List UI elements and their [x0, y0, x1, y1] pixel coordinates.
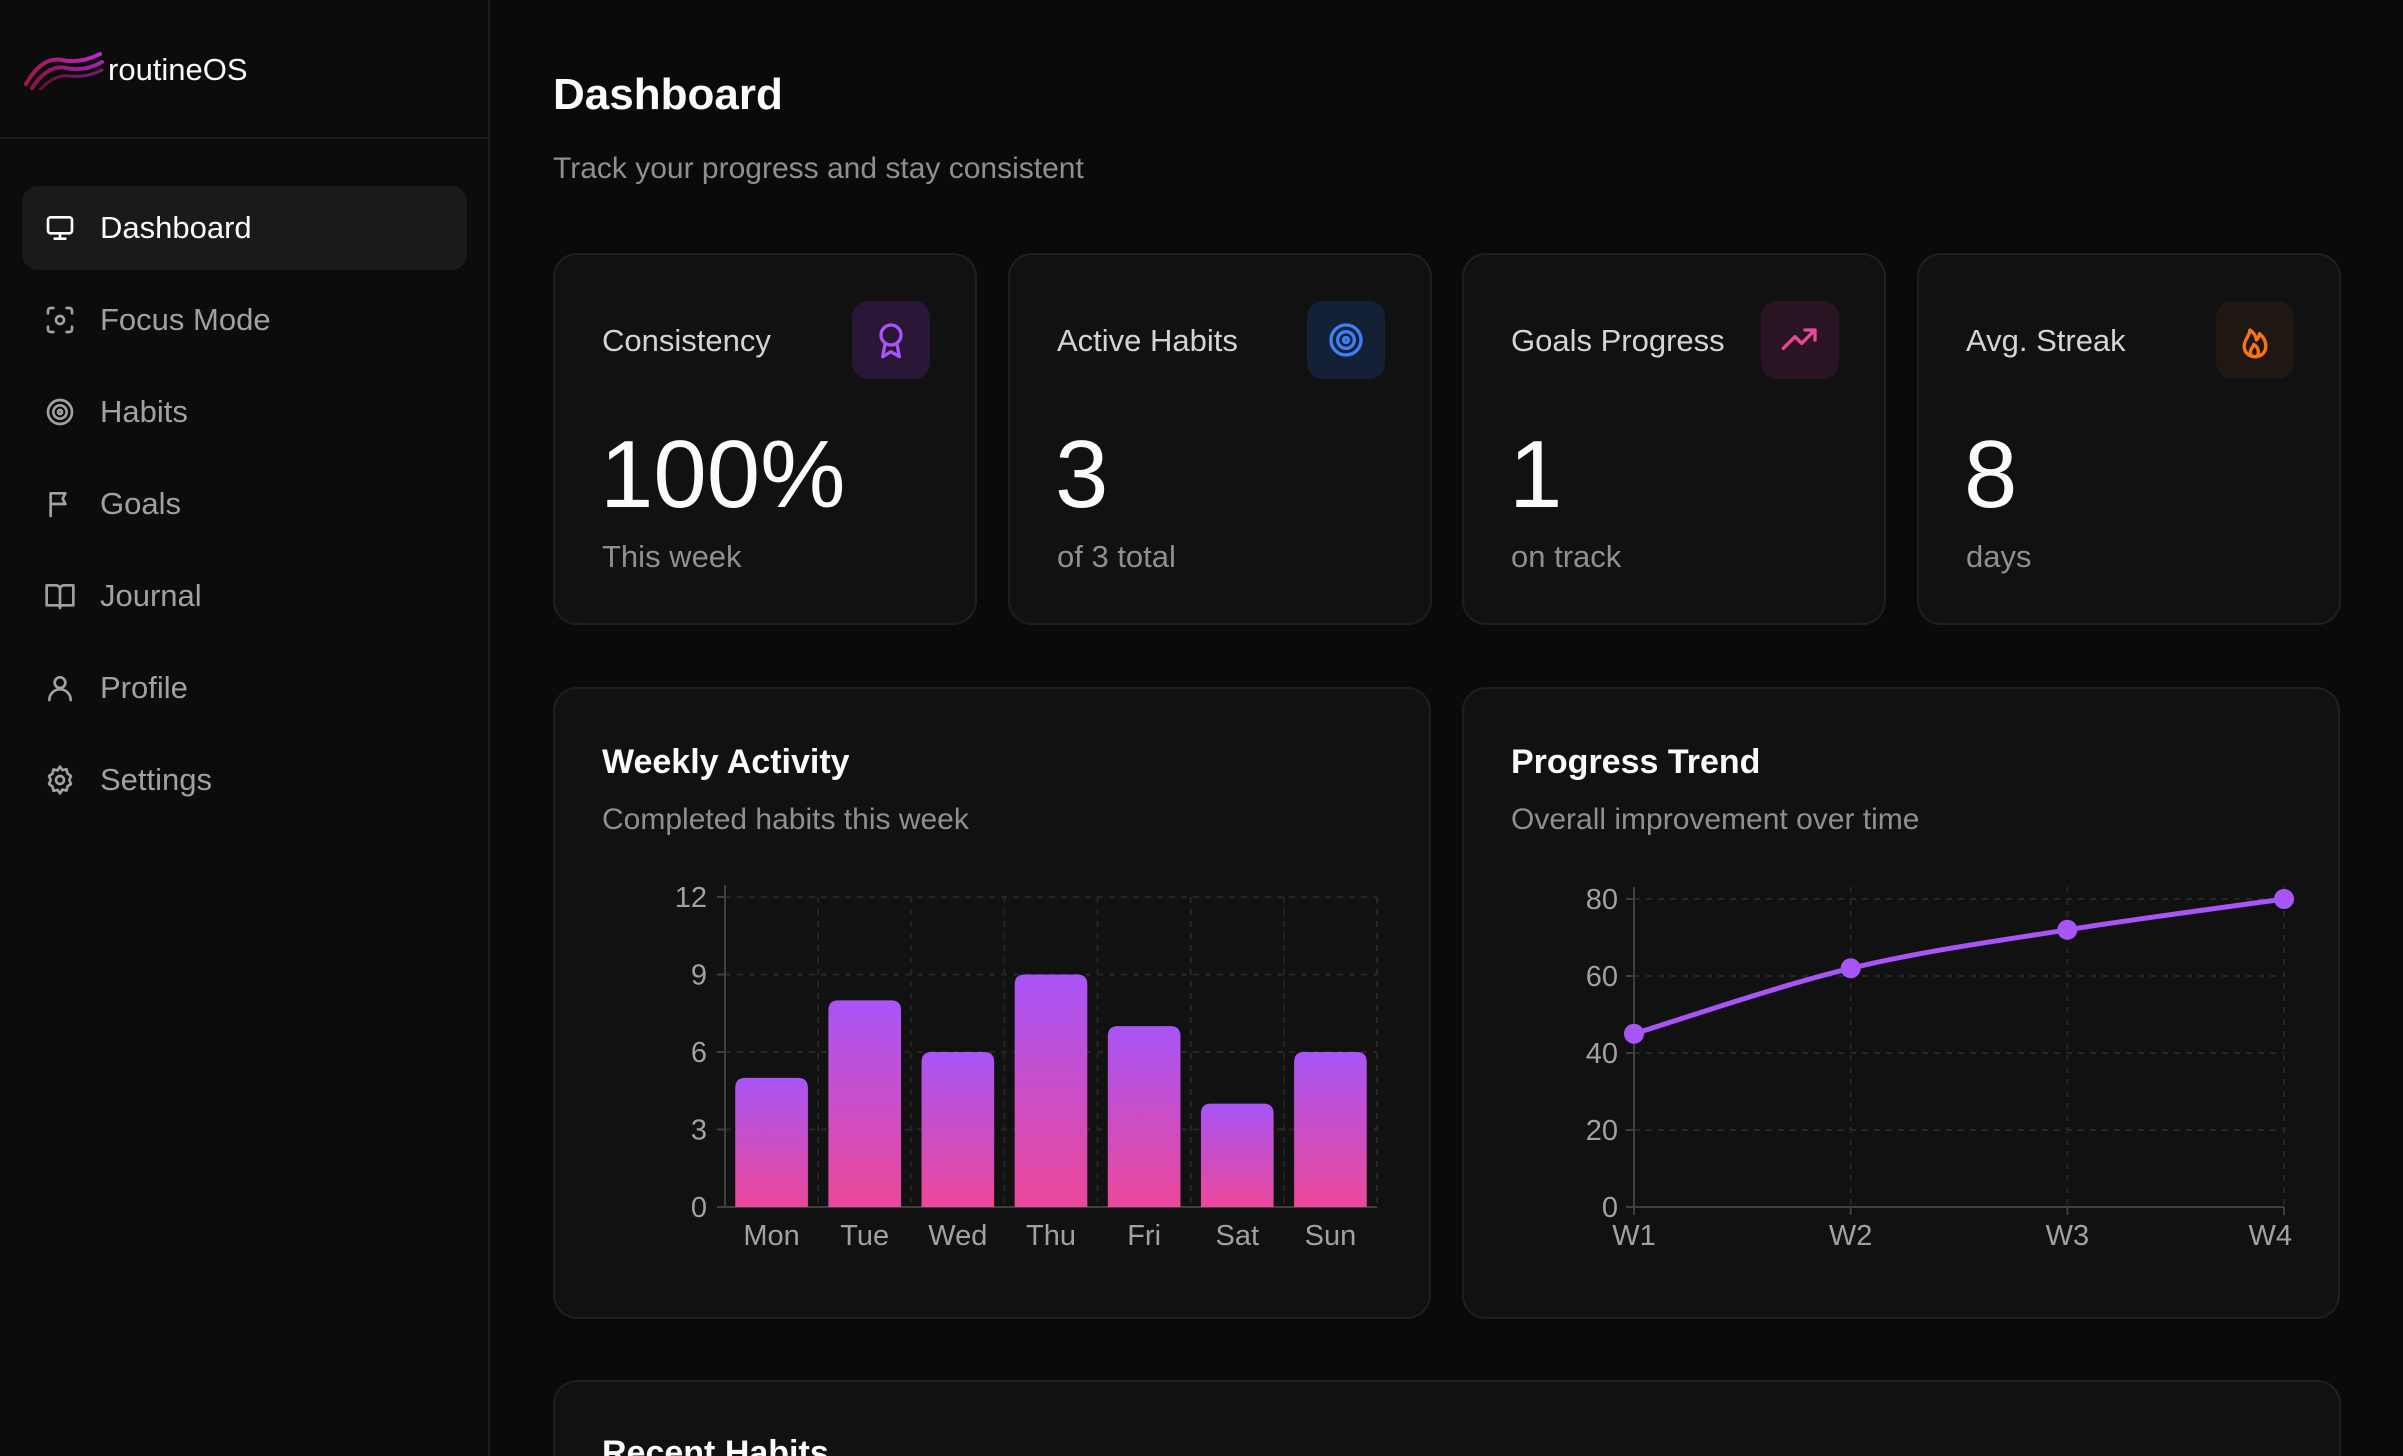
sidebar-item-label: Journal: [100, 578, 202, 613]
progress-trend-card: Progress Trend Overall improvement over …: [1462, 687, 2340, 1319]
point-w4[interactable]: [2274, 889, 2294, 909]
sidebar-item-habits[interactable]: Habits: [22, 370, 467, 454]
stat-card-consistency: Consistency 100% This week: [553, 253, 977, 625]
bar-wed[interactable]: [921, 1052, 995, 1207]
page-title: Dashboard: [553, 70, 783, 119]
stat-value: 8: [1964, 421, 2018, 528]
chart-subtitle: Completed habits this week: [602, 803, 969, 836]
sidebar-item-label: Profile: [100, 670, 188, 705]
y-tick-label: 12: [675, 882, 707, 914]
stat-label: Goals Progress: [1511, 323, 1725, 358]
y-tick-label: 80: [1586, 884, 1618, 916]
sidebar-nav: Dashboard Focus Mode Habits Goals: [22, 186, 467, 830]
bar-fri[interactable]: [1107, 1026, 1181, 1207]
sidebar-item-label: Habits: [100, 394, 188, 429]
point-w3[interactable]: [2057, 919, 2078, 940]
y-tick-label: 40: [1586, 1038, 1618, 1070]
y-tick-label: 3: [691, 1115, 707, 1147]
stat-label: Consistency: [602, 323, 771, 358]
section-title: Recent Habits: [602, 1434, 829, 1456]
stat-label: Active Habits: [1057, 323, 1238, 358]
user-icon: [44, 672, 76, 704]
sidebar-item-settings[interactable]: Settings: [22, 738, 467, 822]
point-w1[interactable]: [1624, 1023, 1644, 1044]
x-tick-label: Sat: [1216, 1220, 1260, 1252]
brand: routineOS: [0, 0, 488, 139]
weekly-activity-card: Weekly Activity Completed habits this we…: [553, 687, 1431, 1319]
focus-icon: [44, 304, 76, 336]
y-tick-label: 20: [1586, 1115, 1618, 1147]
y-tick-label: 60: [1586, 961, 1618, 993]
flag-icon: [44, 488, 76, 520]
bar-tue[interactable]: [828, 1000, 902, 1207]
page-subtitle: Track your progress and stay consistent: [553, 152, 1084, 185]
point-w2[interactable]: [1840, 958, 1861, 979]
brand-name: routineOS: [108, 52, 248, 87]
bar-sat[interactable]: [1200, 1103, 1274, 1207]
stat-sub: on track: [1511, 539, 1622, 574]
x-tick-label: W3: [2046, 1220, 2090, 1252]
stat-value: 100%: [600, 421, 846, 528]
sidebar-item-label: Goals: [100, 486, 181, 521]
flame-icon: [2216, 301, 2294, 379]
x-tick-label: Tue: [840, 1220, 889, 1252]
sidebar-item-goals[interactable]: Goals: [22, 462, 467, 546]
x-tick-label: Thu: [1026, 1220, 1076, 1252]
monitor-icon: [44, 212, 76, 244]
x-tick-label: Wed: [928, 1220, 987, 1252]
x-tick-label: Mon: [743, 1220, 799, 1252]
trending-up-icon: [1761, 301, 1839, 379]
sidebar-item-dashboard[interactable]: Dashboard: [22, 186, 467, 270]
sidebar-item-focus-mode[interactable]: Focus Mode: [22, 278, 467, 362]
main-content: Dashboard Track your progress and stay c…: [553, 0, 2341, 1456]
trend-line: [1633, 896, 2285, 1037]
progress-trend-chart: 0 20 40 60 80 W1 W2 W3 W4: [1586, 884, 2294, 1252]
book-icon: [44, 580, 76, 612]
stat-card-goals-progress: Goals Progress 1 on track: [1462, 253, 1886, 625]
x-tick-label: Sun: [1305, 1220, 1357, 1252]
chart-subtitle: Overall improvement over time: [1511, 803, 1920, 836]
weekly-activity-chart: 0 3 6 9 12 Mon Tue Wed Thu Fri Sat Sun: [675, 882, 1378, 1252]
y-tick-label: 6: [691, 1037, 707, 1069]
sidebar-item-profile[interactable]: Profile: [22, 646, 467, 730]
chart-title: Weekly Activity: [602, 743, 850, 781]
sidebar: routineOS Dashboard Focus Mode Habits: [0, 0, 490, 1456]
stat-value: 1: [1509, 421, 1563, 528]
logo-icon: [24, 52, 104, 90]
stat-card-active-habits: Active Habits 3 of 3 total: [1008, 253, 1432, 625]
gear-icon: [44, 764, 76, 796]
stat-sub: days: [1966, 539, 2032, 574]
x-tick-label: W1: [1612, 1220, 1656, 1252]
recent-habits-card: Recent Habits: [553, 1380, 2341, 1456]
stat-label: Avg. Streak: [1966, 323, 2126, 358]
chart-title: Progress Trend: [1511, 743, 1761, 781]
award-icon: [852, 301, 930, 379]
bar-thu[interactable]: [1014, 974, 1088, 1208]
x-tick-label: W4: [2249, 1220, 2293, 1252]
x-tick-label: W2: [1829, 1220, 1873, 1252]
y-tick-label: 9: [691, 960, 707, 992]
bar-sun[interactable]: [1294, 1052, 1367, 1207]
sidebar-item-label: Settings: [100, 762, 213, 797]
sidebar-item-label: Dashboard: [100, 210, 252, 245]
bar-mon[interactable]: [735, 1077, 808, 1207]
y-tick-label: 0: [691, 1192, 707, 1224]
target-icon: [1307, 301, 1385, 379]
sidebar-item-label: Focus Mode: [100, 302, 271, 337]
stat-sub: of 3 total: [1057, 539, 1176, 574]
target-icon: [44, 396, 76, 428]
y-tick-label: 0: [1602, 1192, 1618, 1224]
stat-card-avg-streak: Avg. Streak 8 days: [1917, 253, 2341, 625]
stat-value: 3: [1055, 421, 1109, 528]
stat-sub: This week: [602, 539, 742, 574]
x-tick-label: Fri: [1127, 1220, 1161, 1252]
sidebar-item-journal[interactable]: Journal: [22, 554, 467, 638]
